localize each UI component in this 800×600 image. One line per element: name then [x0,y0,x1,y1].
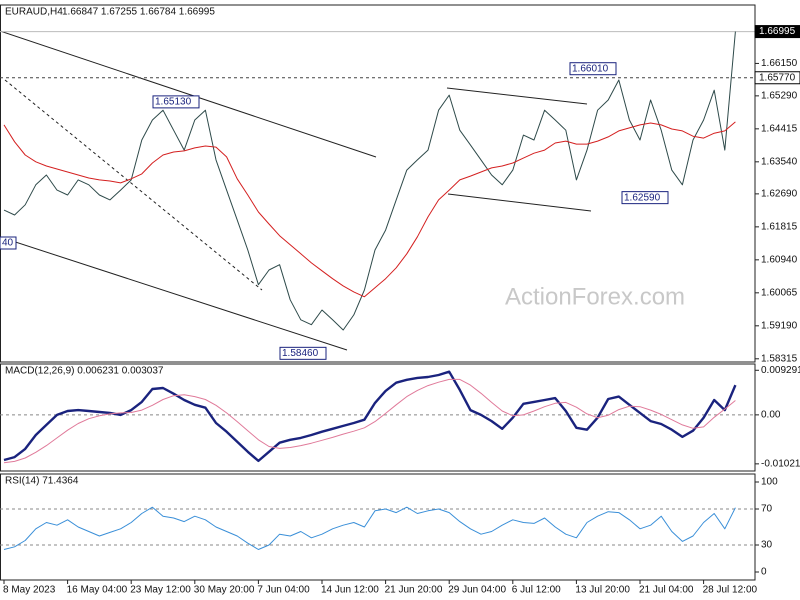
series-line [3,31,736,331]
annotation-label: 1.62590 [624,192,661,203]
price-label-box [754,71,800,85]
annotation-box [152,95,200,109]
series-line [3,121,736,298]
annotation-box [621,191,669,205]
y-tick-label: 1.61815 [761,221,798,232]
pane-frame [0,363,756,472]
y-tick-label: 100 [761,477,778,488]
y-tick-label: 0 [761,567,767,578]
x-tick-label: 6 Jul 12:00 [512,585,561,596]
trend-line [0,30,377,158]
annotation-label: 40 [2,238,14,249]
x-tick-label: 7 Jun 04:00 [257,585,310,596]
x-tick-label: 21 Jun 20:00 [385,585,443,596]
trend-line [446,87,588,105]
y-tick-label: 1.64415 [761,123,798,134]
pane-title: RSI(14) 71.4364 [5,476,79,487]
trend-line [447,193,592,212]
x-tick-label: 28 Jul 12:00 [703,585,758,596]
y-tick-label: 1.66150 [761,58,798,69]
annotation-box [569,62,617,76]
trend-line [4,79,263,291]
x-tick-label: 21 Jul 04:00 [639,585,694,596]
y-tick-label: 0.009291 [761,365,800,376]
y-tick-label: 1.58315 [761,353,798,364]
x-tick-label: 29 Jun 04:00 [448,585,506,596]
trend-line [0,236,348,351]
y-tick-label: 0.00 [761,410,781,421]
y-tick-label: -0.010211 [761,458,800,469]
x-tick-label: 23 May 12:00 [130,585,191,596]
y-tick-label: 1.60065 [761,287,798,298]
trend-lines [0,30,592,351]
annotation-box [279,346,327,360]
y-tick-label: 1.65290 [761,90,798,101]
x-tick-label: 14 Jun 12:00 [321,585,379,596]
annotation-label: 1.58460 [282,348,319,359]
pane-title: MACD(12,26,9) 0.006231 0.003037 [5,366,164,377]
annotation-label: 1.66010 [572,63,609,74]
annotation-label: 1.65130 [155,97,192,108]
price-label: 1.65770 [759,72,796,83]
watermark: ActionForex.com [505,283,685,310]
series-line [3,378,736,464]
y-tick-label: 1.59190 [761,320,798,331]
pane-title: EURAUD,H4 [5,7,63,18]
x-tick-label: 8 May 2023 [3,585,56,596]
series-line [3,506,736,550]
pane-frame [0,473,756,581]
price-label: 1.66995 [759,26,796,37]
y-tick-label: 1.63540 [761,156,798,167]
x-tick-label: 16 May 04:00 [67,585,128,596]
pane-frame [0,4,756,363]
x-tick-label: 13 Jul 20:00 [575,585,630,596]
annotation-box [0,236,17,250]
y-tick-label: 70 [761,504,773,515]
y-tick-label: 1.62690 [761,189,798,200]
y-tick-label: 1.60940 [761,254,798,265]
pane-subtitle: 1.66847 1.67255 1.66784 1.66995 [62,7,215,18]
price-label-box [754,25,800,39]
y-tick-label: 30 [761,540,773,551]
x-tick-label: 30 May 20:00 [194,585,255,596]
